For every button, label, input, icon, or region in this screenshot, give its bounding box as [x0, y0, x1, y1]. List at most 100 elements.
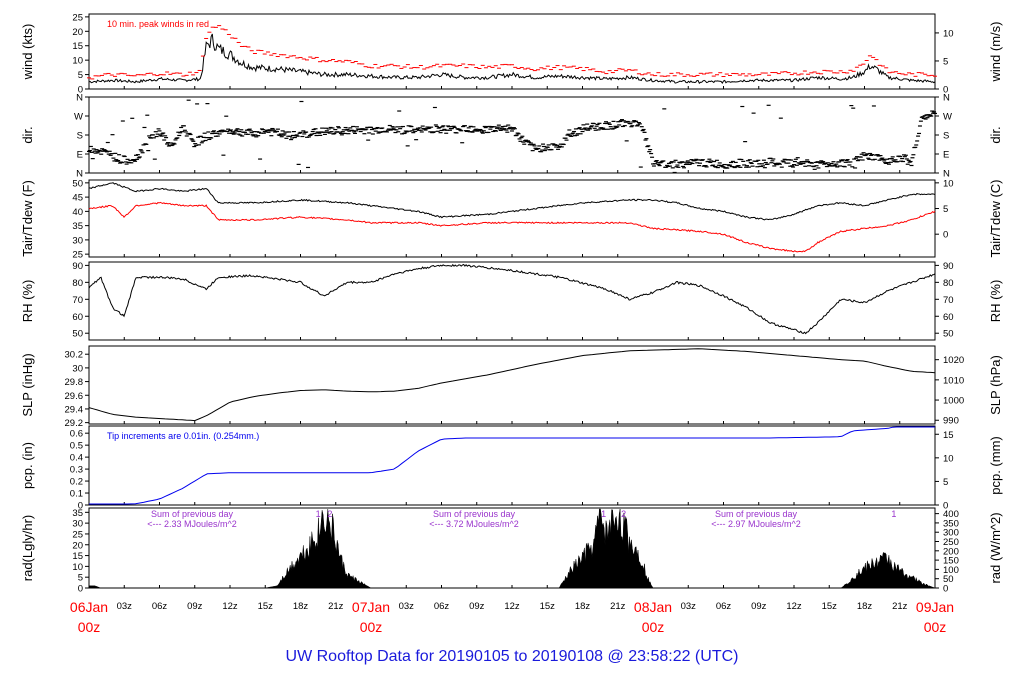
time-tick-label: 15z	[822, 601, 838, 612]
wind-ytick-label: 15	[72, 41, 83, 52]
rh-ylabel-right: RH (%)	[988, 280, 1003, 323]
time-tick-label: 15z	[540, 601, 556, 612]
rad-ytick-label: 10	[72, 562, 83, 573]
pcp-ytick-label: 0.2	[70, 477, 83, 488]
pcp-rtick-label: 0	[943, 501, 948, 512]
temp-ytick-label: 45	[72, 193, 83, 204]
time-tick-label: 03z	[117, 601, 133, 612]
rad-ylabel: rad(Lgly/hr)	[20, 515, 35, 581]
slp-ytick-label: 29.6	[65, 391, 84, 402]
temp-ylabel: Tair/Tdew (F)	[20, 180, 35, 257]
wind-ytick-label: 20	[72, 27, 83, 38]
rad-rtick-label: 400	[943, 509, 959, 520]
pcp-ylabel-right: pcp. (mm)	[988, 436, 1003, 495]
rad-ytick-label: 35	[72, 508, 83, 519]
pcp-ytick-label: 0.1	[70, 489, 83, 500]
slp-rtick-label: 1020	[943, 355, 964, 366]
time-tick-label: 21z	[892, 601, 908, 612]
rh-rtick-label: 90	[943, 261, 954, 272]
wind-ylabel-right: wind (m/s)	[988, 22, 1003, 83]
day-label: 08Jan	[634, 599, 672, 615]
day-label: 06Jan	[70, 599, 108, 615]
day-label: 07Jan	[352, 599, 390, 615]
dir-rtick-label: S	[943, 131, 949, 142]
rad-day-note-line1: Sum of previous day	[715, 509, 798, 519]
time-tick-label: 12z	[504, 601, 520, 612]
slp-ytick-label: 29.4	[65, 404, 84, 415]
temp-ytick-label: 50	[72, 178, 83, 189]
slp-ytick-label: 30.2	[65, 350, 84, 361]
time-tick-label: 21z	[328, 601, 344, 612]
time-tick-label: 06z	[152, 601, 168, 612]
pcp-plot-group	[89, 426, 935, 505]
temp-rtick-label: 5	[943, 204, 948, 215]
pcp-ylabel: pcp. (in)	[20, 442, 35, 489]
rad-rtick-label: 0	[943, 584, 948, 595]
rad-day-note-line2: <--- 2.97 MJoules/m^2	[711, 519, 801, 529]
wind-panel-frame	[88, 13, 936, 90]
day-time-label: 00z	[78, 619, 101, 635]
pcp-ytick-label: 0	[78, 501, 83, 512]
temp-ylabel-right: Tair/Tdew (C)	[988, 179, 1003, 257]
dir-ylabel-right: dir.	[988, 126, 1003, 143]
slp-ylabel-right: SLP (hPa)	[988, 355, 1003, 415]
pcp-ytick-label: 0.5	[70, 441, 83, 452]
rad-day-note-line1: Sum of previous day	[433, 509, 516, 519]
rad-rtick-label: 100	[943, 565, 959, 576]
dir-rtick-label: N	[943, 169, 950, 180]
slp-plot-group	[88, 348, 936, 422]
time-tick-label: 09z	[187, 601, 203, 612]
rh-ytick-label: 50	[72, 329, 83, 340]
time-tick-label: 21z	[610, 601, 626, 612]
temp-rtick-label: 10	[943, 178, 954, 189]
time-tick-label: 15z	[258, 601, 274, 612]
rad-area	[88, 508, 936, 589]
day-time-label: 00z	[924, 619, 947, 635]
wind-series-mean	[88, 33, 936, 85]
temp-series-Tdew	[88, 201, 936, 253]
temp-ytick-label: 35	[72, 221, 83, 232]
rad-rtick-label: 200	[943, 546, 959, 557]
pcp-rtick-label: 10	[943, 453, 954, 464]
time-tick-label: 18z	[293, 601, 309, 612]
day-time-label: 00z	[642, 619, 665, 635]
dir-ytick-label: S	[77, 131, 83, 142]
rad-plot-group	[88, 508, 936, 589]
rh-ytick-label: 90	[72, 261, 83, 272]
time-tick-label: 18z	[575, 601, 591, 612]
day-time-label: 00z	[360, 619, 383, 635]
dir-ytick-label: W	[74, 112, 83, 123]
rad-peak-marker: 2	[621, 509, 626, 519]
dir-plot-group	[87, 99, 937, 174]
temp-rtick-label: 0	[943, 230, 948, 241]
rh-panel-frame	[88, 261, 936, 341]
rad-rtick-label: 250	[943, 537, 959, 548]
rh-rtick-label: 60	[943, 312, 954, 323]
rad-rtick-label: 350	[943, 518, 959, 529]
time-tick-label: 06z	[716, 601, 732, 612]
dir-ytick-label: N	[76, 169, 83, 180]
slp-panel-frame	[88, 345, 936, 425]
slp-series-SLP	[88, 348, 936, 422]
dir-rtick-label: W	[943, 112, 952, 123]
temp-series-Tair	[88, 182, 936, 221]
temp-ytick-label: 25	[72, 250, 83, 261]
rad-rtick-label: 300	[943, 528, 959, 539]
rh-ytick-label: 80	[72, 278, 83, 289]
slp-ylabel: SLP (inHg)	[20, 353, 35, 416]
rh-series-RH	[88, 263, 936, 335]
rh-plot-group	[88, 263, 936, 335]
pcp-series-pcp	[89, 426, 935, 505]
rh-rtick-label: 70	[943, 295, 954, 306]
time-tick-label: 03z	[681, 601, 697, 612]
rh-ytick-label: 70	[72, 295, 83, 306]
rad-rtick-label: 50	[943, 574, 954, 585]
temp-ytick-label: 30	[72, 235, 83, 246]
rh-rtick-label: 50	[943, 329, 954, 340]
time-tick-label: 06z	[434, 601, 450, 612]
slp-rtick-label: 1010	[943, 375, 964, 386]
dir-ytick-label: E	[77, 150, 83, 161]
dir-ylabel: dir.	[20, 126, 35, 143]
wind-ytick-label: 5	[78, 70, 83, 81]
